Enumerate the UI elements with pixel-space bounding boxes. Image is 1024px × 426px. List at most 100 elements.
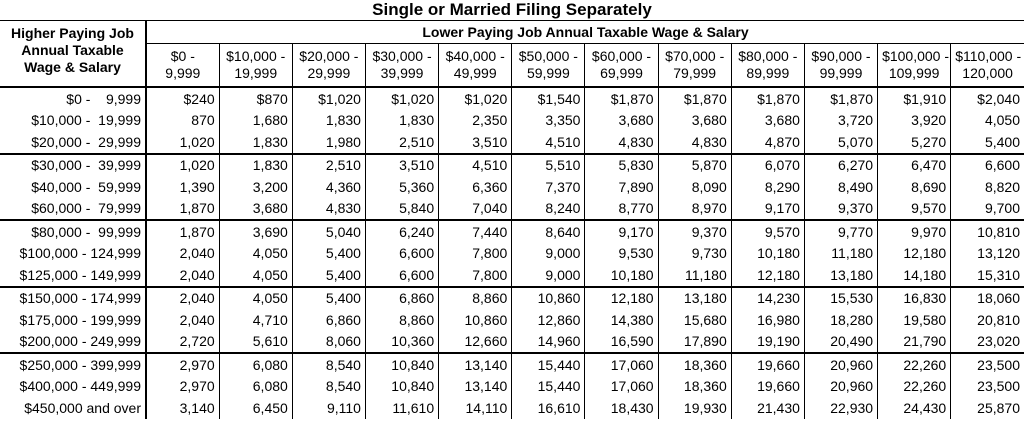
cell: 22,260 bbox=[877, 353, 952, 376]
cell: 15,310 bbox=[950, 264, 1024, 288]
header-line: 29,999 bbox=[307, 65, 351, 81]
row-label: $80,000 - 99,999 bbox=[0, 220, 147, 243]
cell: 3,680 bbox=[584, 109, 659, 131]
header-line: Wage & Salary bbox=[24, 59, 121, 75]
cell: $1,020 bbox=[438, 87, 513, 110]
cell: 18,360 bbox=[658, 375, 732, 397]
cell: 3,690 bbox=[219, 220, 293, 243]
cell: 21,790 bbox=[877, 330, 952, 354]
cell: 9,730 bbox=[658, 242, 732, 264]
cell: 19,930 bbox=[658, 397, 732, 419]
header-row: Higher Paying Job Annual Taxable Wage & Sa… bbox=[0, 20, 1024, 88]
cell: 13,120 bbox=[977, 245, 1020, 262]
group-header: Lower Paying Job Annual Taxable Wage & S… bbox=[146, 20, 1024, 44]
cell: 5,870 bbox=[658, 153, 732, 176]
cell: 3,510 bbox=[438, 131, 513, 155]
row: $175,000 - 199,999 2,040 4,710 6,860 8,860 10… bbox=[0, 309, 1024, 331]
column-header: $110,000 -120,000 bbox=[950, 43, 1024, 88]
cell: 4,050 bbox=[219, 286, 293, 309]
cell: 12,180 bbox=[877, 242, 952, 264]
cell: 14,380 bbox=[584, 309, 659, 331]
cell: 8,290 bbox=[731, 176, 805, 198]
cell: $1,540 bbox=[511, 87, 586, 110]
cell: 14,110 bbox=[438, 397, 513, 419]
cell: 8,540 bbox=[292, 353, 366, 376]
cell: 11,180 bbox=[658, 264, 732, 288]
header-line: 109,999 bbox=[888, 65, 940, 81]
cell: 8,540 bbox=[292, 375, 366, 397]
row-label: $30,000 - 39,999 bbox=[0, 153, 147, 176]
cell: 24,430 bbox=[877, 397, 952, 419]
cell: 7,440 bbox=[438, 220, 513, 243]
cell: 18,360 bbox=[658, 353, 732, 376]
cell: 9,110 bbox=[292, 397, 366, 419]
cell: 9,170 bbox=[584, 220, 659, 243]
cell: 4,830 bbox=[658, 131, 732, 155]
cell: 12,180 bbox=[731, 264, 805, 288]
header-line: Higher Paying Job bbox=[11, 25, 134, 41]
cell: 5,510 bbox=[511, 153, 586, 176]
cell: $1,870 bbox=[804, 87, 879, 110]
cell: 23,500 bbox=[977, 378, 1020, 395]
cell: 6,080 bbox=[219, 353, 293, 376]
header-line: 9,999 bbox=[165, 65, 201, 81]
row: $30,000 - 39,999 1,020 1,830 2,510 3,510 4,51… bbox=[0, 153, 1024, 176]
row-label: $100,000 - 124,999 bbox=[0, 242, 147, 264]
cell: 9,370 bbox=[804, 197, 879, 221]
cell: 8,240 bbox=[511, 197, 586, 221]
cell: $1,910 bbox=[877, 87, 952, 110]
cell: 20,960 bbox=[804, 375, 879, 397]
cell: 19,580 bbox=[877, 309, 952, 331]
cell: 8,060 bbox=[292, 330, 366, 354]
cell: 2,040 bbox=[146, 309, 220, 331]
cell: 23,020 bbox=[950, 330, 1024, 354]
cell: 1,020 bbox=[146, 153, 220, 176]
cell: 5,840 bbox=[365, 197, 440, 221]
cell: 9,000 bbox=[511, 264, 586, 288]
cell: 5,400 bbox=[292, 286, 366, 309]
corner-header: Higher Paying Job Annual Taxable Wage & Sa… bbox=[0, 20, 147, 88]
cell: 13,140 bbox=[438, 375, 513, 397]
cell: 1,830 bbox=[365, 109, 440, 131]
cell: 10,840 bbox=[365, 353, 440, 376]
header-line: $30,000 - bbox=[372, 48, 432, 64]
cell: 4,870 bbox=[731, 131, 805, 155]
row-label: $250,000 - 399,999 bbox=[0, 353, 147, 376]
cell: 3,350 bbox=[511, 109, 586, 131]
row-label: $40,000 - 59,999 bbox=[0, 176, 147, 198]
cell: 18,280 bbox=[804, 309, 879, 331]
cell: 15,530 bbox=[804, 286, 879, 309]
cell: 7,370 bbox=[511, 176, 586, 198]
cell: 5,360 bbox=[365, 176, 440, 198]
cell: 5,400 bbox=[292, 264, 366, 288]
column-header: $40,000 -49,999 bbox=[438, 43, 513, 88]
cell: 9,700 bbox=[950, 197, 1024, 221]
cell: 16,980 bbox=[731, 309, 805, 331]
cell: 1,980 bbox=[292, 131, 366, 155]
header-line: $80,000 - bbox=[738, 48, 798, 64]
tax-table: Higher Paying Job Annual Taxable Wage & Sa… bbox=[0, 20, 1024, 419]
cell: 8,090 bbox=[658, 176, 732, 198]
cell: 20,960 bbox=[804, 353, 879, 376]
cell: 3,720 bbox=[804, 109, 879, 131]
cell: 7,800 bbox=[438, 264, 513, 288]
cell: 23,500 bbox=[977, 356, 1020, 373]
row: $400,000 - 449,999 2,970 6,080 8,540 10,840 1… bbox=[0, 375, 1024, 397]
cell: 2,510 bbox=[292, 153, 366, 176]
row-label: $150,000 - 174,999 bbox=[0, 286, 147, 309]
cell: 5,070 bbox=[804, 131, 879, 155]
row-label: $200,000 - 249,999 bbox=[0, 330, 147, 354]
row: $450,000 and over 3,140 6,450 9,110 11,610 14… bbox=[0, 397, 1024, 419]
cell: 6,860 bbox=[292, 309, 366, 331]
cell: 9,530 bbox=[584, 242, 659, 264]
cell: 6,070 bbox=[731, 153, 805, 176]
cell: 6,450 bbox=[219, 397, 293, 419]
cell: 9,570 bbox=[731, 220, 805, 243]
cell: 9,370 bbox=[658, 220, 732, 243]
column-header: $50,000 -59,999 bbox=[511, 43, 586, 88]
cell: 20,810 bbox=[977, 311, 1020, 328]
column-header: $20,000 -29,999 bbox=[292, 43, 366, 88]
header-line: $110,000 - bbox=[955, 48, 1022, 64]
header-line: 69,999 bbox=[600, 65, 643, 81]
